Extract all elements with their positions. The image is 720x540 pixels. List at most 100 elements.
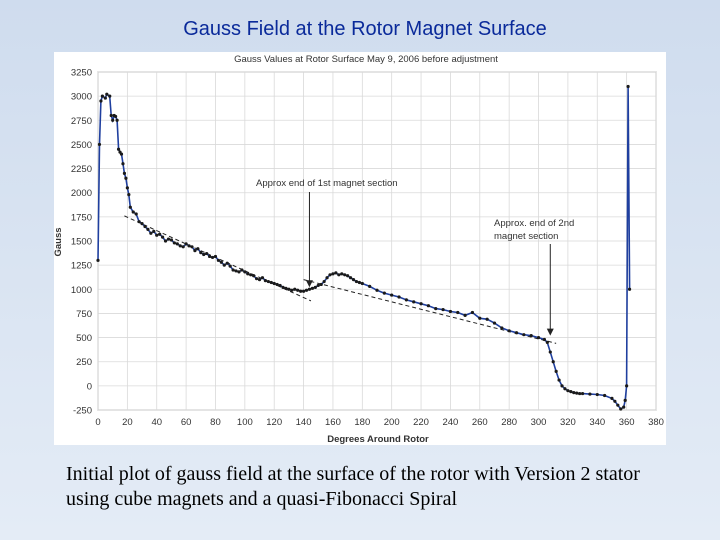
data-point xyxy=(116,147,121,151)
data-point xyxy=(114,114,118,119)
data-point xyxy=(199,250,203,255)
data-point xyxy=(166,237,171,241)
slide-caption: Initial plot of gauss field at the surfa… xyxy=(66,463,640,510)
x-tick-label: 180 xyxy=(354,417,370,428)
y-tick-label: 3250 xyxy=(71,68,92,79)
x-tick-label: 260 xyxy=(472,417,488,428)
data-point xyxy=(97,142,102,147)
data-point xyxy=(507,329,511,333)
data-point xyxy=(340,272,344,276)
x-tick-label: 160 xyxy=(325,417,341,428)
data-point xyxy=(456,310,460,315)
x-tick-label: 120 xyxy=(266,417,282,428)
data-point xyxy=(260,276,265,280)
data-point xyxy=(529,334,533,338)
data-point xyxy=(412,300,416,304)
data-point xyxy=(563,387,567,391)
data-point xyxy=(161,235,165,239)
data-point xyxy=(240,268,244,272)
data-point xyxy=(625,384,629,388)
x-tick-label: 320 xyxy=(560,417,576,428)
y-tick-label: 1250 xyxy=(71,261,92,272)
data-point xyxy=(222,263,226,267)
y-tick-label: 500 xyxy=(76,333,92,344)
data-point xyxy=(202,252,206,257)
y-tick-label: 2250 xyxy=(71,164,92,175)
data-point xyxy=(281,285,285,289)
data-point xyxy=(337,273,341,277)
data-point xyxy=(627,287,632,291)
data-point xyxy=(319,282,323,287)
data-point xyxy=(152,229,156,233)
data-point xyxy=(137,220,141,224)
data-point xyxy=(115,118,119,122)
data-point xyxy=(470,310,475,315)
data-point xyxy=(237,270,241,274)
annotation-2nd-arrow-head xyxy=(546,328,554,336)
data-point xyxy=(569,390,573,394)
chart-title: Gauss Values at Rotor Surface May 9, 200… xyxy=(234,54,498,65)
x-tick-label: 280 xyxy=(501,417,517,428)
data-point xyxy=(542,337,546,342)
annotation-1st-arrow-head xyxy=(305,280,313,288)
y-tick-label: 2750 xyxy=(71,116,92,127)
data-point xyxy=(246,272,250,276)
data-point xyxy=(382,291,386,295)
data-point xyxy=(622,405,626,409)
data-point xyxy=(169,238,174,242)
data-point xyxy=(626,84,630,89)
data-point xyxy=(121,162,125,166)
annotation-2nd-section-label-line1: Approx. end of 2nd xyxy=(494,218,574,229)
x-tick-label: 40 xyxy=(151,417,162,428)
data-point xyxy=(545,340,549,344)
data-point xyxy=(290,288,294,292)
data-point xyxy=(351,278,356,282)
data-point xyxy=(296,288,300,292)
data-point xyxy=(105,92,109,96)
data-point xyxy=(619,407,623,411)
data-point xyxy=(210,255,215,260)
data-point xyxy=(554,369,558,373)
data-point xyxy=(331,272,335,276)
data-point xyxy=(140,222,144,226)
data-point xyxy=(551,360,555,364)
data-point xyxy=(158,232,162,236)
data-point xyxy=(325,276,329,280)
y-tick-label: 1500 xyxy=(71,237,92,248)
data-point xyxy=(514,331,519,335)
data-point xyxy=(375,288,379,292)
data-point xyxy=(143,224,147,229)
data-point xyxy=(613,399,617,403)
y-tick-label: 2500 xyxy=(71,140,92,151)
data-point xyxy=(348,276,353,280)
data-point xyxy=(368,284,372,288)
data-point xyxy=(208,254,212,259)
data-point xyxy=(572,391,576,395)
data-point xyxy=(566,389,570,393)
data-point xyxy=(257,278,262,282)
data-point xyxy=(234,269,238,273)
x-tick-label: 200 xyxy=(384,417,400,428)
data-point xyxy=(304,288,309,292)
data-point xyxy=(595,392,599,397)
data-point xyxy=(213,254,218,259)
data-point xyxy=(560,384,564,388)
y-tick-label: 2000 xyxy=(71,188,92,199)
data-point xyxy=(441,307,445,312)
data-point xyxy=(492,321,497,325)
data-point xyxy=(103,96,107,100)
data-point xyxy=(346,274,350,278)
x-tick-label: 100 xyxy=(237,417,253,428)
data-point xyxy=(193,249,197,253)
data-point xyxy=(122,171,127,175)
data-point xyxy=(99,99,103,103)
data-point xyxy=(175,242,179,246)
data-point xyxy=(616,403,620,407)
data-point xyxy=(124,176,128,180)
data-point xyxy=(149,231,153,235)
data-point xyxy=(434,307,438,311)
data-point xyxy=(155,233,159,237)
data-point xyxy=(287,287,291,291)
data-point xyxy=(231,268,235,272)
data-point xyxy=(109,113,113,118)
